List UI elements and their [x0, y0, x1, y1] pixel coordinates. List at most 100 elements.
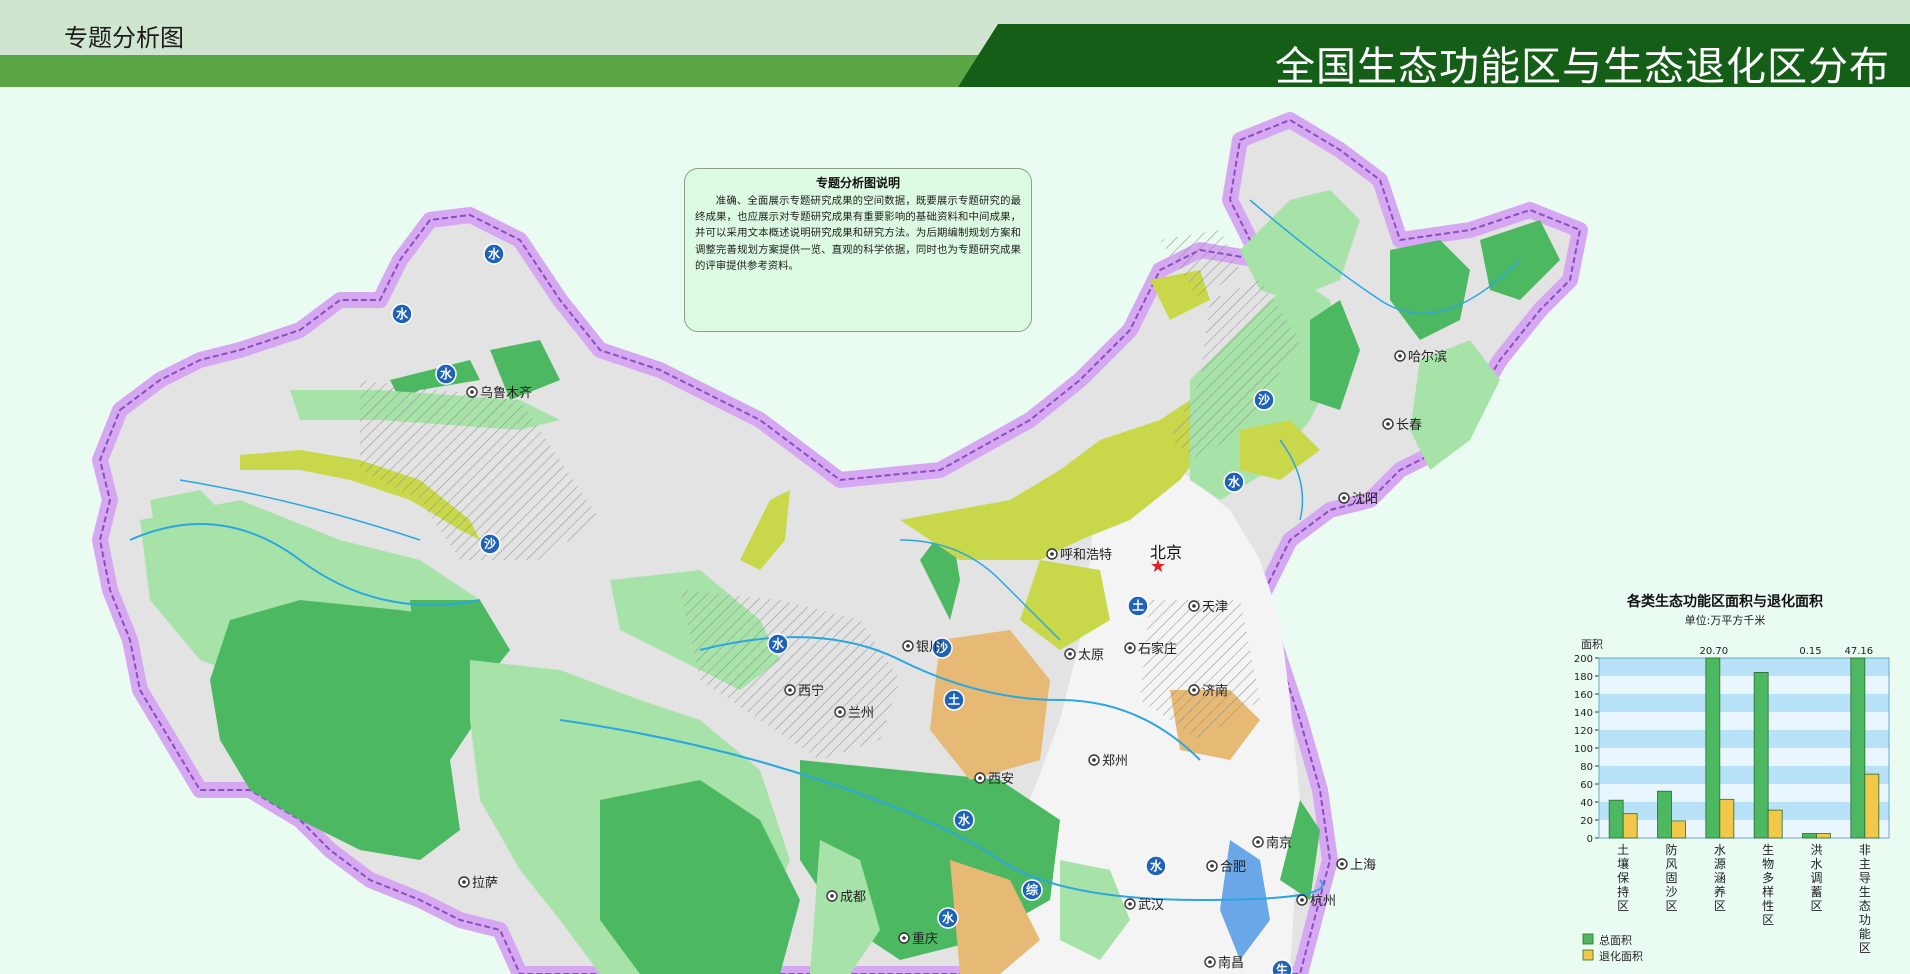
x-category-label: 主: [1859, 857, 1871, 871]
zone-badge: 土: [943, 689, 965, 711]
city-marker: 兰州: [834, 706, 874, 721]
east-plain: [990, 440, 1300, 974]
chart-title: 各类生态功能区面积与退化面积: [1626, 593, 1823, 610]
x-category-label: 防: [1665, 842, 1677, 857]
y-tick-label: 0: [1587, 834, 1593, 845]
city-label: 合肥: [1220, 860, 1246, 875]
city-label: 拉萨: [472, 876, 498, 891]
bar-degraded: [1671, 820, 1686, 839]
plot-band: [1599, 784, 1889, 802]
city-dot-center: [978, 776, 982, 780]
x-category-label: 导: [1859, 871, 1871, 885]
badge-label: 水: [942, 910, 955, 925]
zone-badge: 生: [1271, 959, 1293, 974]
river: [699, 636, 1201, 761]
zone-lightgreen: [1060, 860, 1130, 960]
zone-tan: [930, 630, 1050, 780]
city-label: 兰州: [848, 706, 874, 721]
city-label: 银川: [916, 640, 942, 655]
x-category-label: 养: [1714, 884, 1726, 899]
y-tick-label: 140: [1574, 708, 1593, 719]
x-category-label: 区: [1714, 899, 1726, 913]
badge-label: 沙: [484, 537, 496, 551]
y-tick-label: 180: [1574, 672, 1593, 683]
legend-swatch: [1582, 933, 1594, 945]
city-label: 杭州: [1310, 894, 1336, 909]
degraded-area-hatch: [1160, 230, 1240, 300]
city-dot-center: [1128, 902, 1132, 906]
x-category-label: 土: [1617, 843, 1629, 857]
x-category-label: 源: [1714, 857, 1726, 871]
degraded-area-hatch: [1140, 600, 1260, 740]
zone-yellowgreen: [1240, 420, 1320, 480]
zone-badge: 水: [391, 303, 413, 325]
x-category-label: 风: [1665, 857, 1677, 871]
river: [179, 479, 421, 541]
city-dot-center: [1050, 552, 1054, 556]
zone-yellowgreen: [900, 400, 1210, 560]
x-category-label: 态: [1859, 899, 1871, 913]
badge-label: 沙: [936, 641, 948, 655]
plot-band: [1599, 766, 1889, 784]
city-marker: 沈阳: [1338, 492, 1378, 507]
badge-label: 水: [1150, 858, 1163, 873]
explanation-box: 专题分析图说明 准确、全面展示专题研究成果的空间数据，既要展示专题研究的最终成果…: [684, 168, 1032, 332]
zone-lightgreen: [1410, 340, 1500, 470]
bar-total: [1657, 790, 1672, 839]
city-label: 天津: [1202, 600, 1228, 615]
y-tick-label: 80: [1580, 762, 1593, 773]
badge-label: 土: [1132, 598, 1144, 613]
city-marker: 杭州: [1296, 894, 1336, 909]
breadcrumb: 专题分析图: [64, 24, 184, 52]
zone-badge: 沙: [479, 533, 501, 555]
page-title: 全国生态功能区与生态退化区分布: [1275, 44, 1890, 90]
legend-swatch: [1582, 949, 1594, 961]
city-dot-center: [830, 894, 834, 898]
city-label: 北京: [1150, 543, 1182, 562]
x-category-label: 蓄: [1810, 885, 1822, 899]
x-category-label: 生: [1859, 885, 1871, 899]
city-dot-center: [1210, 864, 1214, 868]
badge-label: 土: [948, 692, 960, 707]
city-marker: 太原: [1064, 648, 1104, 663]
y-tick-label: 200: [1574, 654, 1593, 665]
zone-green: [600, 780, 800, 974]
x-category-label: 区: [1617, 899, 1629, 913]
city-label: 沈阳: [1352, 492, 1378, 507]
chart-ylabel: 面积: [1581, 638, 1603, 651]
river: [559, 719, 1324, 902]
plot-frame: [1598, 657, 1890, 839]
city-marker: 郑州: [1088, 754, 1128, 769]
china-border-line: [99, 119, 1581, 974]
x-category-label: 涵: [1714, 871, 1726, 885]
city-dot-center: [1398, 354, 1402, 358]
city-dot-center: [1208, 960, 1212, 964]
city-label: 乌鲁木齐: [480, 385, 532, 401]
chart-subtitle: 单位:万平方千米: [1685, 613, 1766, 627]
city-marker: 上海: [1336, 858, 1376, 873]
city-dot-center: [1068, 652, 1072, 656]
river: [129, 523, 481, 606]
zone-badge: 土: [1127, 595, 1149, 617]
city-label: 石家庄: [1138, 641, 1177, 657]
river: [1279, 439, 1304, 521]
zone-tan: [950, 860, 1040, 974]
plot-band: [1599, 694, 1889, 712]
city-marker: ★北京: [1150, 543, 1182, 577]
x-category-label: 区: [1859, 941, 1871, 955]
badge-label: 水: [772, 636, 785, 651]
degraded-area-hatch: [360, 380, 600, 560]
city-marker: 拉萨: [458, 876, 498, 891]
city-marker: 长春: [1382, 418, 1422, 433]
bar-total: [1705, 657, 1721, 839]
zone-badge: 沙: [931, 637, 953, 659]
city-marker: 乌鲁木齐: [466, 385, 532, 401]
zone-badge: 水: [767, 633, 789, 655]
zone-yellowgreen: [740, 490, 790, 570]
capital-star-icon: ★: [1150, 556, 1166, 577]
x-category-label: 水: [1810, 857, 1822, 871]
city-marker: 西宁: [784, 683, 824, 699]
bar-total: [1608, 799, 1624, 839]
